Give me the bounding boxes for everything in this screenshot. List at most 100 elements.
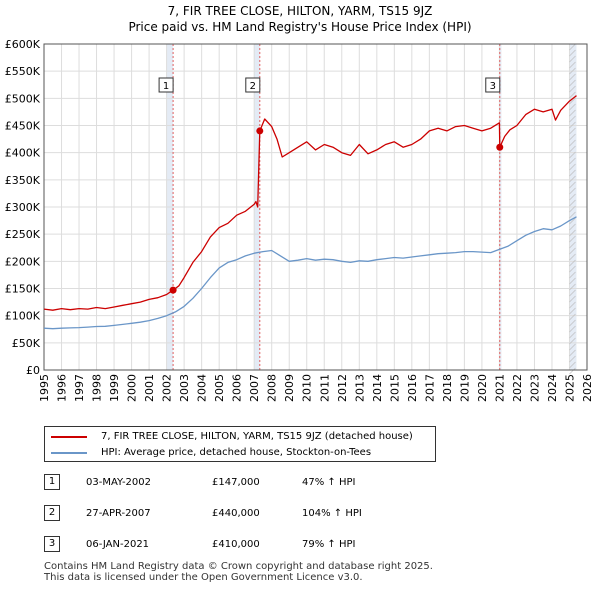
hatch-line <box>569 229 576 237</box>
sale-number-badge: 3 <box>44 536 60 552</box>
sale-number-box <box>485 77 501 93</box>
hatch-line <box>569 319 576 327</box>
hatch-line <box>569 241 576 249</box>
sale-date: 27-APR-2007 <box>86 508 151 519</box>
hatch-line <box>569 91 576 99</box>
hatch-line <box>569 271 576 279</box>
hatch-line <box>569 61 576 69</box>
x-tick-label: 1998 <box>91 374 104 402</box>
property-price-line <box>43 95 577 311</box>
x-tick-label: 2002 <box>161 374 174 402</box>
hatch-line <box>569 205 576 213</box>
hatch-line <box>569 97 576 105</box>
hatch-line <box>569 139 576 147</box>
hatch-line <box>569 217 576 225</box>
x-tick-label: 2001 <box>143 374 156 402</box>
hatch-line <box>569 301 576 309</box>
y-tick-label: £400K <box>5 147 41 160</box>
hatch-line <box>569 277 576 285</box>
y-tick-label: £100K <box>5 310 41 323</box>
hatch-line <box>569 295 576 303</box>
sale-price: £147,000 <box>212 477 260 488</box>
x-tick-label: 2026 <box>581 374 594 402</box>
footer-licence: This data is licensed under the Open Gov… <box>44 572 363 583</box>
hatch-line <box>569 151 576 159</box>
chart-title-line-2: Price paid vs. HM Land Registry's House … <box>128 20 472 34</box>
hatch-line <box>569 307 576 315</box>
hatch-line <box>569 199 576 207</box>
hatch-line <box>569 121 576 129</box>
hatch-line <box>569 211 576 219</box>
x-tick-label: 2012 <box>336 374 349 402</box>
sale-hpi-change: 47% ↑ HPI <box>302 477 356 488</box>
hatch-line <box>569 157 576 165</box>
hatch-line <box>569 73 576 81</box>
sale-row-3: 3 06-JAN-2021 £410,000 79% ↑ HPI <box>44 536 444 554</box>
footer-copyright: Contains HM Land Registry data © Crown c… <box>44 561 433 572</box>
sale-row-1: 1 03-MAY-2002 £147,000 47% ↑ HPI <box>44 474 444 492</box>
hatch-line <box>569 247 576 255</box>
hatch-line <box>569 169 576 177</box>
hatch-line <box>569 103 576 111</box>
legend-label-property: 7, FIR TREE CLOSE, HILTON, YARM, TS15 9J… <box>101 431 413 442</box>
y-tick-label: £50K <box>12 337 41 350</box>
x-tick-label: 2008 <box>266 374 279 402</box>
hatch-line <box>569 163 576 171</box>
legend-label-hpi: HPI: Average price, detached house, Stoc… <box>101 447 372 458</box>
y-tick-label: £450K <box>5 120 41 133</box>
x-tick-label: 2024 <box>546 374 559 402</box>
x-tick-label: 2007 <box>248 374 261 402</box>
x-tick-label: 2020 <box>476 374 489 402</box>
hatch-line <box>569 349 576 357</box>
hatch-line <box>569 289 576 297</box>
hatch-line <box>569 115 576 123</box>
plot-border <box>43 43 588 371</box>
legend-swatch-hpi <box>51 452 87 454</box>
y-tick-label: £150K <box>5 283 41 296</box>
x-tick-label: 2014 <box>371 374 384 402</box>
y-tick-label: £0 <box>26 364 40 377</box>
hatch-line <box>569 253 576 261</box>
hpi-line <box>43 216 577 330</box>
chart-legend: 7, FIR TREE CLOSE, HILTON, YARM, TS15 9J… <box>44 426 436 462</box>
x-tick-label: 1999 <box>108 374 121 402</box>
sale-price: £410,000 <box>212 539 260 550</box>
sale-number-box <box>158 77 174 93</box>
hatch-line <box>569 145 576 153</box>
hatch-line <box>569 325 576 333</box>
x-tick-label: 2019 <box>458 374 471 402</box>
sale-date: 06-JAN-2021 <box>86 539 150 550</box>
hatch-line <box>569 193 576 201</box>
sale-price: £440,000 <box>212 508 260 519</box>
hatch-line <box>569 85 576 93</box>
y-tick-label: £550K <box>5 65 41 78</box>
sale-point <box>169 286 177 294</box>
x-tick-label: 1996 <box>56 374 69 402</box>
x-tick-label: 2015 <box>388 374 401 402</box>
sale-number-label: 2 <box>250 81 256 92</box>
x-tick-label: 2000 <box>126 374 139 402</box>
y-tick-label: £600K <box>5 38 41 51</box>
hatch-line <box>569 55 576 63</box>
y-tick-label: £200K <box>5 255 41 268</box>
hatch-line <box>569 337 576 345</box>
sale-point <box>496 143 504 151</box>
x-tick-label: 2010 <box>301 374 314 402</box>
hatch-line <box>569 331 576 339</box>
hatch-line <box>569 283 576 291</box>
hatch-line <box>569 175 576 183</box>
x-tick-label: 2021 <box>493 374 506 402</box>
hatch-line <box>569 49 576 57</box>
sale-hpi-change: 104% ↑ HPI <box>302 508 362 519</box>
x-tick-label: 2018 <box>441 374 454 402</box>
x-tick-label: 2004 <box>196 374 209 402</box>
hatch-line <box>569 367 576 375</box>
sale-row-2: 2 27-APR-2007 £440,000 104% ↑ HPI <box>44 505 444 523</box>
y-tick-label: £350K <box>5 174 41 187</box>
sale-date: 03-MAY-2002 <box>86 477 152 488</box>
legend-swatch-property <box>51 436 87 438</box>
x-tick-label: 2006 <box>231 374 244 402</box>
hatch-line <box>569 259 576 267</box>
x-tick-label: 2011 <box>318 374 331 402</box>
x-tick-label: 2022 <box>511 374 524 402</box>
